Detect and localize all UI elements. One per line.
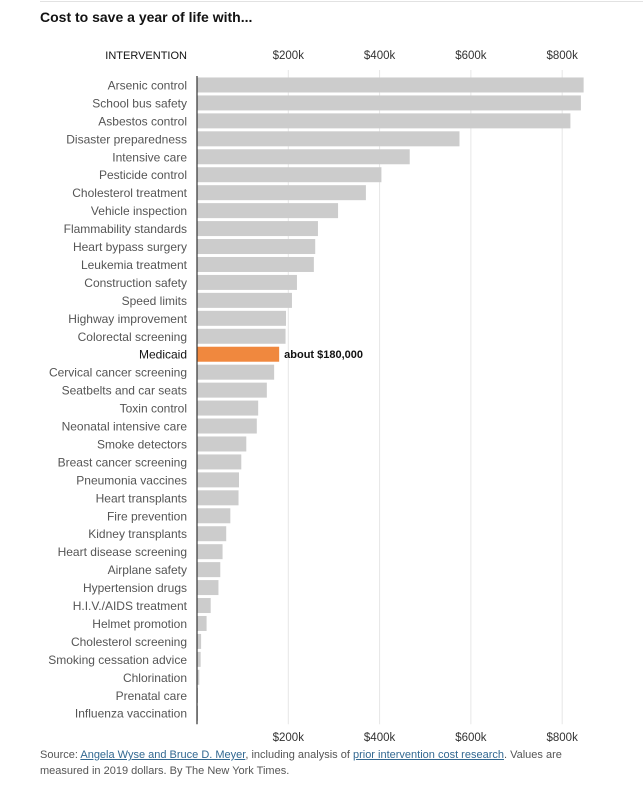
category-label: H.I.V./AIDS treatment — [73, 599, 188, 613]
bar — [197, 436, 247, 452]
category-label: Medicaid — [139, 348, 187, 362]
bar — [197, 310, 287, 326]
bar — [197, 382, 267, 398]
bar — [197, 364, 275, 380]
category-label: Heart bypass surgery — [73, 240, 187, 254]
category-label: Highway improvement — [68, 312, 187, 326]
source-prefix: Source: — [40, 749, 81, 761]
category-label: Helmet promotion — [92, 617, 187, 631]
category-label: Neonatal intensive care — [62, 420, 188, 434]
category-label: Pesticide control — [99, 168, 187, 182]
bar — [197, 508, 231, 524]
category-label: Colorectal screening — [78, 330, 187, 344]
bar — [197, 239, 316, 255]
top-rule — [40, 1, 643, 2]
category-label: Vehicle inspection — [91, 204, 187, 218]
bar — [197, 77, 584, 93]
bar — [197, 131, 460, 147]
category-label: Kidney transplants — [88, 527, 187, 541]
bar — [197, 167, 382, 183]
category-label: Toxin control — [120, 402, 187, 416]
category-label: Disaster preparedness — [66, 132, 187, 146]
category-label: Intensive care — [112, 150, 187, 164]
x-tick-label-bottom: $800k — [547, 732, 579, 744]
source-note: Source: Angela Wyse and Bruce D. Meyer, … — [40, 747, 600, 779]
bar — [197, 185, 366, 201]
category-label: Cholesterol treatment — [72, 186, 187, 200]
x-tick-label-top: $800k — [547, 50, 579, 62]
category-label: Smoking cessation advice — [48, 653, 187, 667]
bar — [197, 95, 581, 111]
category-label: Cholesterol screening — [71, 635, 187, 649]
bar — [197, 633, 202, 649]
bar — [197, 454, 242, 470]
highlight-annotation: about $180,000 — [284, 349, 363, 361]
x-tick-label-top: $200k — [273, 50, 305, 62]
bar — [197, 651, 201, 667]
category-label: Cervical cancer screening — [49, 366, 187, 380]
bar-chart: INTERVENTION $200k $200k $400k $400k $600k $60… — [48, 50, 584, 744]
bar — [197, 598, 211, 614]
x-tick-label-top: $400k — [364, 50, 396, 62]
source-suffix: . Values are measured in 2019 dollars. B… — [40, 749, 562, 777]
category-label: Seatbelts and car seats — [62, 384, 187, 398]
category-label: Influenza vaccination — [75, 707, 187, 721]
category-label: Flammability standards — [64, 222, 187, 236]
bar — [197, 526, 227, 542]
bar — [197, 544, 223, 560]
chart-title: Cost to save a year of life with... — [40, 9, 253, 25]
source-link-research[interactable]: prior intervention cost research — [352, 749, 504, 761]
category-label: Arsenic control — [108, 78, 187, 92]
category-label: Pneumonia vaccines — [76, 473, 187, 487]
bar — [197, 292, 292, 308]
bar — [197, 113, 571, 129]
bar — [197, 203, 339, 219]
bar — [197, 669, 200, 685]
bar — [197, 615, 207, 631]
source-link-authors[interactable]: Angela Wyse and Bruce D. Meyer — [80, 749, 246, 761]
bar — [197, 149, 410, 165]
category-label: Smoke detectors — [97, 437, 187, 451]
bar — [197, 256, 314, 272]
category-label: Leukemia treatment — [81, 258, 188, 272]
category-label: Hypertension drugs — [83, 581, 187, 595]
category-label: Construction safety — [84, 276, 187, 290]
x-tick-label-top: $600k — [455, 50, 487, 62]
category-label: Prenatal care — [116, 689, 188, 703]
x-tick-label-bottom: $600k — [455, 732, 487, 744]
category-header: INTERVENTION — [105, 50, 187, 62]
source-middle: , including analysis of — [245, 749, 353, 761]
category-label: School bus safety — [92, 96, 187, 110]
bar — [197, 472, 239, 488]
bar — [197, 221, 318, 237]
category-label: Fire prevention — [107, 509, 187, 523]
bar — [197, 418, 257, 434]
bar — [197, 400, 259, 416]
category-label: Airplane safety — [108, 563, 187, 577]
bar — [197, 490, 239, 506]
bar — [197, 562, 221, 578]
x-tick-label-bottom: $200k — [273, 732, 305, 744]
category-label: Breast cancer screening — [58, 455, 187, 469]
bar — [197, 346, 280, 362]
bar — [197, 328, 286, 344]
category-label: Chlorination — [123, 671, 187, 685]
bar — [197, 274, 297, 290]
category-label: Heart disease screening — [58, 545, 187, 559]
bar — [197, 580, 219, 596]
x-tick-label-bottom: $400k — [364, 732, 396, 744]
category-label: Heart transplants — [96, 491, 187, 505]
category-label: Asbestos control — [98, 114, 187, 128]
category-label: Speed limits — [122, 294, 187, 308]
